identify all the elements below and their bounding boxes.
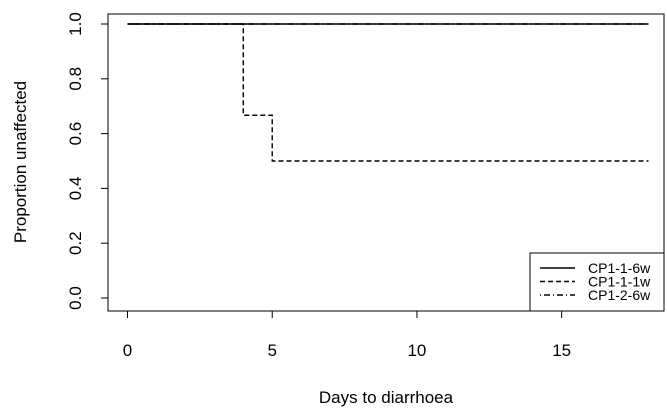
y-tick-label: 0.0	[66, 286, 85, 310]
x-tick-label: 5	[267, 341, 276, 360]
x-axis: 0 5 10 15	[123, 311, 571, 360]
y-tick-label: 0.8	[66, 67, 85, 91]
series-line-cp1-1-1w	[127, 23, 649, 162]
plot-frame	[107, 13, 665, 312]
y-tick-label: 1.0	[66, 12, 85, 36]
legend-label: CP1-2-6w	[588, 287, 651, 303]
x-tick-label: 15	[552, 341, 571, 360]
y-axis-title: Proportion unaffected	[11, 81, 30, 243]
y-axis: 0.0 0.2 0.4 0.6 0.8 1.0	[66, 12, 108, 310]
legend-label: CP1-1-6w	[588, 260, 651, 276]
x-tick-label: 10	[407, 341, 426, 360]
y-tick-label: 0.4	[66, 177, 85, 201]
series-layer	[127, 23, 649, 162]
x-tick-label: 0	[123, 341, 132, 360]
y-tick-label: 0.6	[66, 122, 85, 146]
x-axis-title: Days to diarrhoea	[319, 388, 454, 407]
y-tick-label: 0.2	[66, 231, 85, 255]
legend-label: CP1-1-1w	[588, 274, 651, 290]
